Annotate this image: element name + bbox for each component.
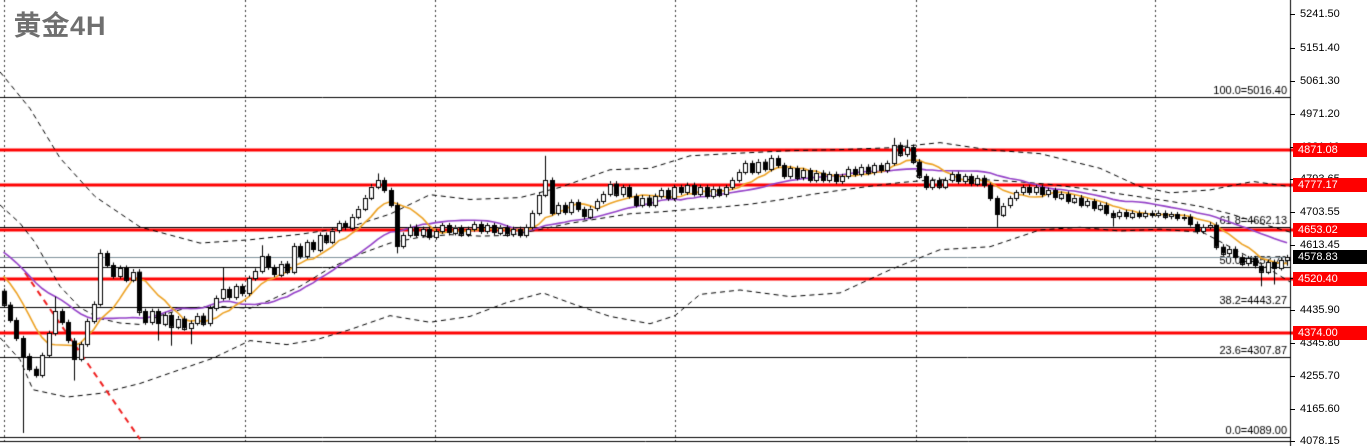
y-axis-tick-mark <box>1290 179 1295 180</box>
resistance-level-chip: 4653.02 <box>1293 223 1367 237</box>
resistance-level-chip: 4777.17 <box>1293 178 1367 192</box>
y-axis-tick-mark <box>1290 409 1295 410</box>
y-axis-tick-mark <box>1290 212 1295 213</box>
resistance-level-chip: 4520.40 <box>1293 272 1367 286</box>
y-axis-tick-mark <box>1290 245 1295 246</box>
y-axis-tick-label: 4255.70 <box>1300 370 1340 382</box>
resistance-level-chip: 4871.08 <box>1293 143 1367 157</box>
y-axis-tick-label: 4078.15 <box>1300 435 1340 446</box>
y-axis-tick-label: 4703.55 <box>1300 206 1340 218</box>
y-axis-tick-label: 4345.80 <box>1300 337 1340 349</box>
chart-title: 黄金4H <box>14 11 107 41</box>
y-axis-tick-label: 4613.45 <box>1300 239 1340 251</box>
y-axis-tick-label: 4971.20 <box>1300 108 1340 120</box>
y-axis-tick-mark <box>1290 114 1295 115</box>
y-axis-tick-mark <box>1290 310 1295 311</box>
current-price-chip: 4578.83 <box>1293 250 1367 264</box>
y-axis-tick-mark <box>1290 441 1295 442</box>
y-axis-tick-mark <box>1290 147 1295 148</box>
y-axis-tick-mark <box>1290 343 1295 344</box>
y-axis-tick-label: 4435.90 <box>1300 304 1340 316</box>
y-axis-tick-mark <box>1290 14 1295 15</box>
y-axis-tick-mark <box>1290 81 1295 82</box>
y-axis-tick-label: 5151.40 <box>1300 42 1340 54</box>
y-axis-tick-label: 4165.60 <box>1300 403 1340 415</box>
y-axis-tick-mark <box>1290 48 1295 49</box>
y-axis-tick-label: 5061.30 <box>1300 75 1340 87</box>
y-axis-tick-mark <box>1290 278 1295 279</box>
y-axis-tick-label: 5241.50 <box>1300 8 1340 20</box>
y-axis-tick-mark <box>1290 376 1295 377</box>
resistance-level-chip: 4374.00 <box>1293 326 1367 340</box>
